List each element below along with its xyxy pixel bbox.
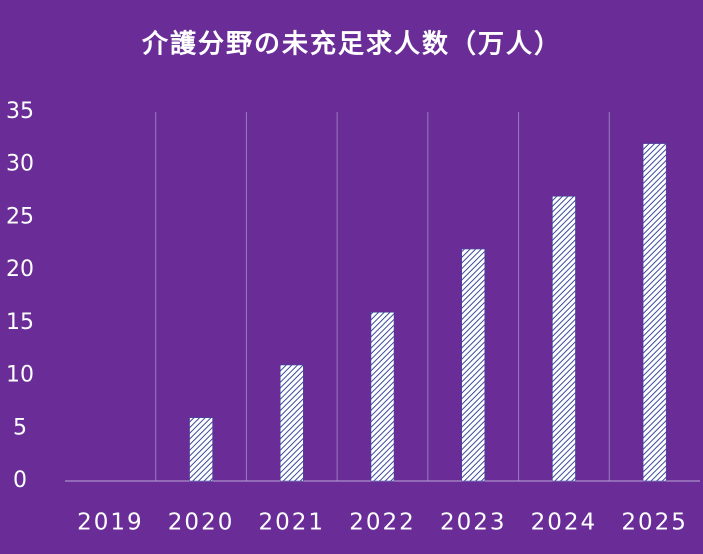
x-tick-label: 2022 — [349, 510, 416, 536]
x-tick-label: 2021 — [259, 510, 326, 536]
y-tick-label: 20 — [6, 257, 34, 282]
x-tick-label: 2019 — [77, 510, 144, 536]
bar — [461, 248, 485, 482]
bar — [189, 417, 213, 482]
x-tick-label: 2025 — [621, 510, 688, 536]
bar — [642, 143, 667, 482]
y-tick-label: 10 — [6, 363, 34, 388]
y-tick-label: 30 — [6, 152, 34, 177]
y-tick-label: 25 — [6, 204, 34, 229]
y-tick-label: 5 — [13, 415, 27, 440]
y-tick-label: 15 — [6, 310, 34, 335]
bar — [552, 196, 576, 482]
bar — [370, 312, 395, 482]
y-tick-label: 35 — [6, 99, 34, 124]
chart-title: 介護分野の未充足求人数（万人） — [141, 29, 562, 60]
x-tick-label: 2024 — [531, 510, 598, 536]
x-tick-label: 2023 — [440, 510, 507, 536]
bar — [280, 364, 304, 482]
x-tick-label: 2020 — [168, 510, 235, 536]
y-tick-label: 0 — [13, 468, 27, 493]
